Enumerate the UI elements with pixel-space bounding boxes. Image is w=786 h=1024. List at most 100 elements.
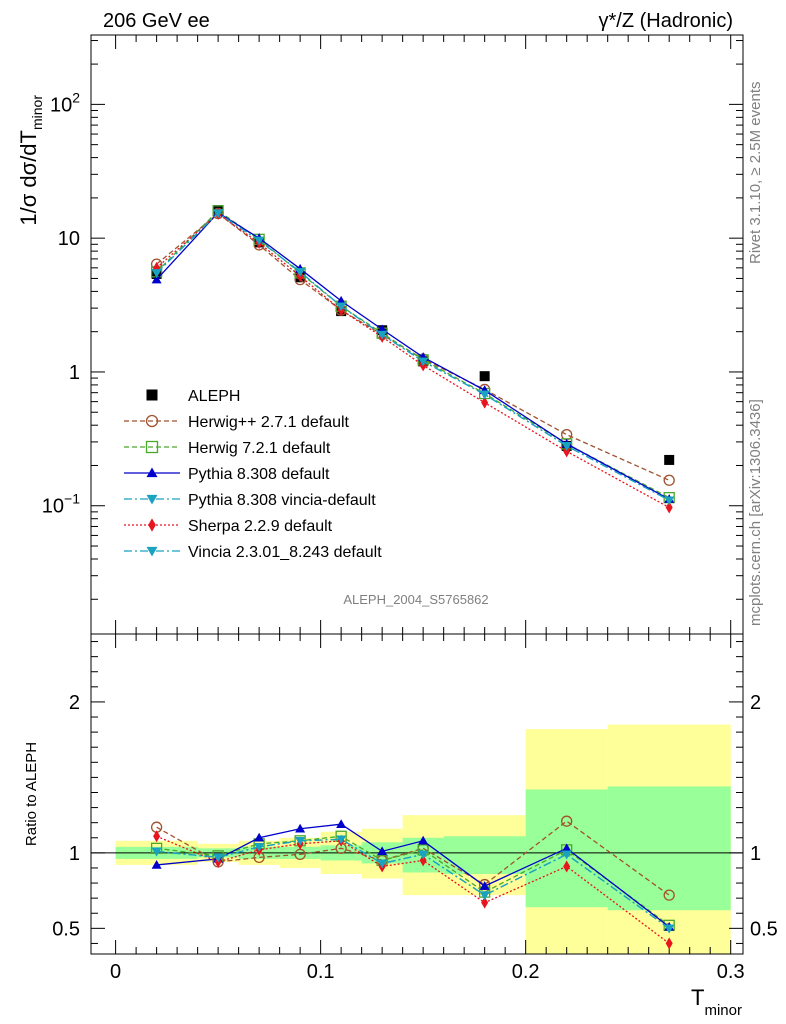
- mcplots-label-text: mcplots.cern.ch [arXiv:1306.3436]: [747, 399, 764, 626]
- ratio-point-sherpa-2-2-9-default: [419, 854, 427, 867]
- legend: ALEPH Herwig++ 2.7.1 default Herwig 7.2.1 …: [124, 388, 382, 561]
- x-axis-label: Tminor: [691, 985, 742, 1019]
- ratio-point-vincia-2-3-01-8-243-default: [479, 891, 490, 901]
- point-herwig-2-7-1-default: [663, 474, 675, 486]
- rivet-label: Rivet 3.1.10, ≥ 2.5M events: [747, 82, 764, 265]
- ratio-ylabel: Ratio to ALEPH: [23, 742, 40, 846]
- main-ytick-label-exp: −1: [64, 491, 80, 507]
- header-right: γ*/Z (Hadronic): [599, 10, 733, 32]
- xtick-label: 0.1: [307, 961, 335, 983]
- ratio-point-vincia-2-3-01-8-243-default: [336, 835, 347, 845]
- xtick-label: 0.2: [512, 961, 540, 983]
- ratio-point-vincia-2-3-01-8-243-default: [418, 850, 429, 860]
- series-line-sherpa-2-2-9-default: [156, 213, 670, 509]
- main-ytick-label-exp: 2: [72, 89, 80, 105]
- stat-uncertainty-band: [443, 836, 526, 874]
- point-sherpa-2-2-9-default: [481, 396, 489, 409]
- point-vincia-2-3-01-8-243-default: [254, 236, 265, 246]
- ratio-point-vincia-2-3-01-8-243-default: [295, 837, 306, 846]
- point-vincia-2-3-01-8-243-default: [664, 496, 675, 506]
- ratio-point-pythia-8-308-default: [418, 835, 429, 845]
- xtick-label: 0: [110, 961, 121, 983]
- ratio-point-pythia-8-308-default: [295, 823, 306, 833]
- ratio-line-herwig-2-7-1-default: [156, 820, 670, 896]
- point-aleph: [664, 454, 675, 465]
- ratio-line-vincia-2-3-01-8-243-default: [156, 838, 670, 929]
- point-vincia-2-3-01-8-243-default: [418, 357, 429, 367]
- series-line-herwig-2-7-1-default: [156, 212, 670, 481]
- series-vincia-2-3-01-8-243-default: [151, 209, 675, 506]
- main-ylabel-text: 1/σ dσ/dT: [16, 130, 41, 226]
- point-vincia-2-3-01-8-243-default: [561, 442, 572, 451]
- ratio-panel: 0.5 0.5 1 1 2 2 0 0.1 0.2 0.3: [52, 634, 778, 983]
- legend-marker-sherpa-2-2-9-default: [148, 518, 156, 532]
- legend-marker-aleph: [146, 389, 158, 401]
- ratio-point-pythia-8-308-default: [336, 819, 347, 828]
- main-ytick-label-base: 10: [42, 496, 64, 518]
- ratio-line-herwig-7-2-1-default: [156, 835, 670, 926]
- ratio-point-sherpa-2-2-9-default: [153, 830, 161, 843]
- analysis-label: ALEPH_2004_S5765862: [343, 592, 488, 607]
- series-pythia-8-308-vincia-default: [151, 209, 675, 506]
- main-ytick-label: 10: [58, 228, 80, 250]
- legend-label-aleph: ALEPH: [188, 388, 240, 405]
- stat-uncertainty-band: [607, 786, 731, 911]
- legend-marker-pythia-8-308-default: [146, 467, 158, 478]
- legend-label-vincia-2-3-01-8-243-default: Vincia 2.3.01_8.243 default: [188, 544, 382, 561]
- ratio-point-pythia-8-308-default: [151, 859, 162, 869]
- ratio-frame: [90, 633, 744, 955]
- xtick-label: 0.3: [717, 961, 745, 983]
- legend-marker-vincia-2-3-01-8-243-default: [146, 546, 158, 557]
- legend-label-herwig-2-7-1-default: Herwig++ 2.7.1 default: [188, 414, 350, 431]
- point-herwig-2-7-1-default: [561, 428, 573, 441]
- ratio-point-vincia-2-3-01-8-243-default: [664, 924, 675, 934]
- series-line-pythia-8-308-default: [156, 211, 670, 500]
- point-vincia-2-3-01-8-243-default: [377, 330, 388, 340]
- ratio-ytick-label-right: 1: [750, 843, 761, 865]
- x-axis-label-text: T: [691, 985, 704, 1010]
- ratio-line-sherpa-2-2-9-default: [156, 835, 670, 944]
- point-sherpa-2-2-9-default: [563, 445, 571, 458]
- point-pythia-8-308-default: [151, 274, 162, 284]
- point-aleph: [479, 371, 490, 382]
- ratio-point-pythia-8-308-default: [377, 846, 388, 856]
- svg-text:1/σ dσ/dTminor: 1/σ dσ/dTminor: [16, 95, 45, 226]
- x-axis-label-sub: minor: [704, 1002, 742, 1019]
- ratio-ytick-label-right: 2: [750, 692, 761, 714]
- main-ytick-label: 10−1: [42, 491, 80, 518]
- mcplots-label: mcplots.cern.ch [arXiv:1306.3436]: [747, 399, 764, 626]
- ratio-point-herwig-2-7-1-default: [561, 815, 573, 827]
- ratio-ytick-label-right: 0.5: [750, 918, 778, 940]
- main-series-layer: [150, 205, 675, 514]
- ratio-point-pythia-8-308-default: [561, 843, 572, 853]
- ratio-point-pythia-8-308-default: [254, 832, 265, 842]
- main-ytick-label: 102: [50, 89, 80, 116]
- legend-label-herwig-7-2-1-default: Herwig 7.2.1 default: [188, 440, 331, 457]
- header-left: 206 GeV ee: [103, 10, 210, 32]
- main-ytick-label: 1: [69, 362, 80, 384]
- ratio-point-vincia-2-3-01-8-243-default: [254, 843, 265, 852]
- series-line-herwig-7-2-1-default: [156, 210, 670, 499]
- point-pythia-8-308-default: [336, 295, 347, 305]
- legend-label-pythia-8-308-vincia-default: Pythia 8.308 vincia-default: [188, 492, 376, 509]
- ratio-point-vincia-2-3-01-8-243-default: [377, 859, 388, 869]
- legend-marker-herwig-2-7-1-default: [145, 414, 159, 428]
- ratio-point-herwig-2-7-1-default: [663, 889, 675, 901]
- point-vincia-2-3-01-8-243-default: [336, 302, 347, 312]
- point-vincia-2-3-01-8-243-default: [213, 209, 224, 219]
- legend-label-pythia-8-308-default: Pythia 8.308 default: [188, 466, 330, 483]
- ratio-series-layer: [150, 815, 675, 950]
- legend-marker-herwig-7-2-1-default: [145, 440, 159, 454]
- ratio-ytick-label-left: 2: [69, 692, 80, 714]
- ratio-point-sherpa-2-2-9-default: [665, 937, 673, 950]
- legend-marker-pythia-8-308-vincia-default: [146, 494, 158, 505]
- ratio-point-vincia-2-3-01-8-243-default: [213, 853, 224, 863]
- ratio-point-vincia-2-3-01-8-243-default: [151, 847, 162, 857]
- point-vincia-2-3-01-8-243-default: [151, 269, 162, 278]
- main-ytick-label-base: 10: [50, 94, 72, 116]
- ratio-point-sherpa-2-2-9-default: [563, 860, 571, 873]
- main-ylabel: 1/σ dσ/dTminor: [16, 95, 45, 226]
- point-vincia-2-3-01-8-243-default: [295, 268, 306, 277]
